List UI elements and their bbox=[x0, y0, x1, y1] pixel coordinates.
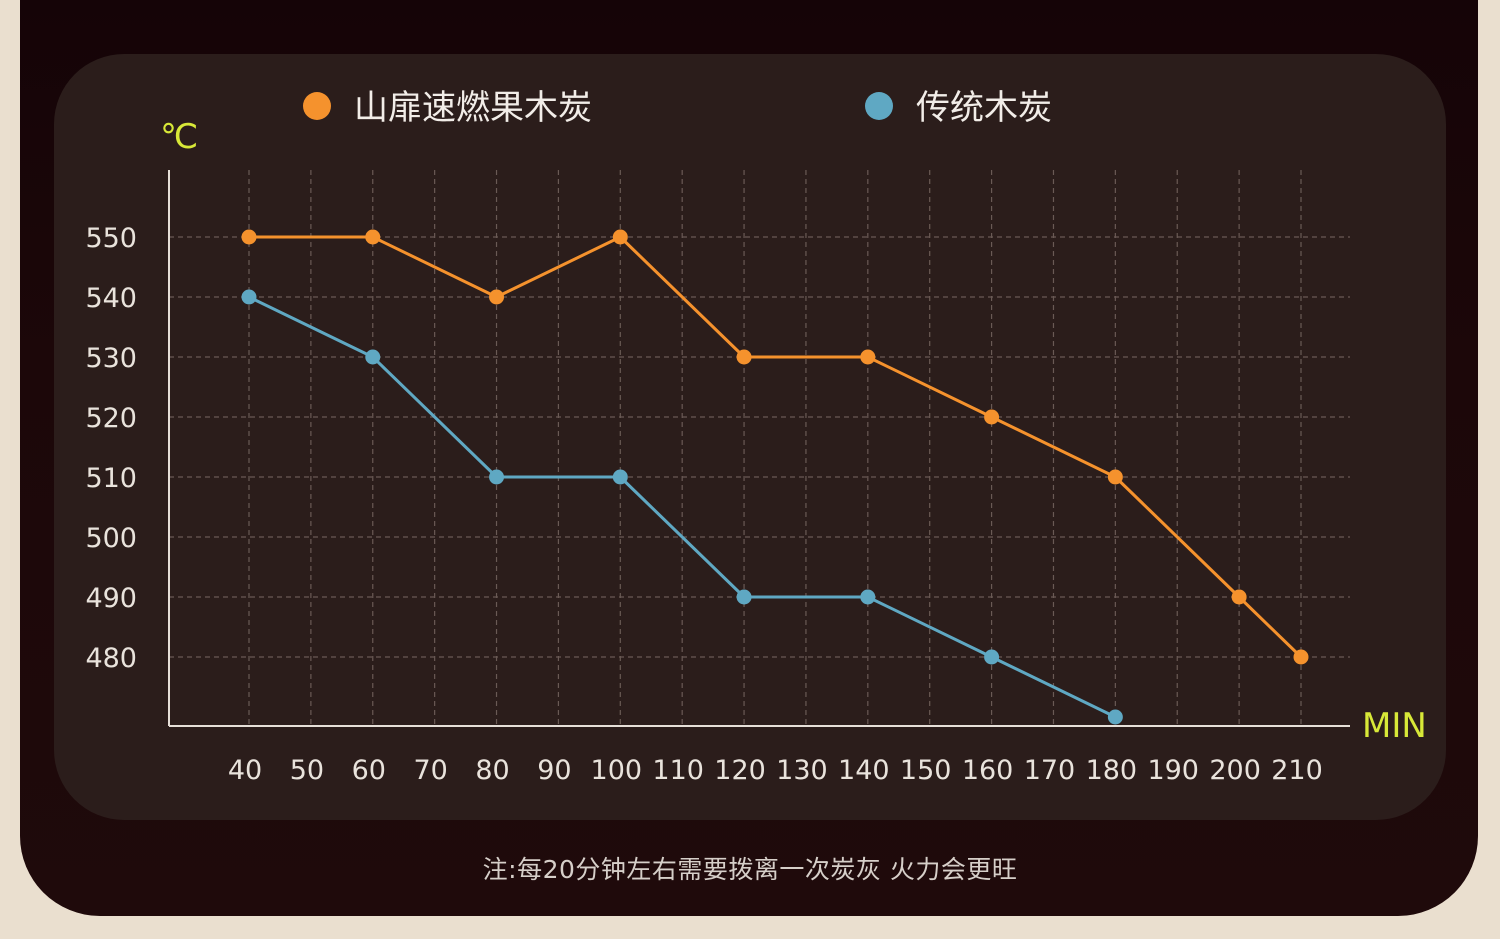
x-tick-label: 70 bbox=[413, 755, 447, 786]
series-line bbox=[248, 295, 1117, 719]
y-tick-label: 520 bbox=[85, 403, 137, 434]
footnote: 注:每20分钟左右需要拨离一次炭灰 火力会更旺 bbox=[482, 855, 1018, 884]
y-tick-label: 530 bbox=[85, 343, 137, 374]
axes bbox=[168, 170, 1350, 727]
x-tick-label: 80 bbox=[475, 755, 509, 786]
x-tick-label: 40 bbox=[228, 755, 262, 786]
grid bbox=[169, 170, 1350, 726]
x-tick-label: 180 bbox=[1086, 755, 1138, 786]
x-tick-label: 130 bbox=[776, 755, 828, 786]
data-point bbox=[365, 229, 381, 245]
y-tick-label: 550 bbox=[85, 223, 137, 254]
x-tick-label: 200 bbox=[1209, 755, 1261, 786]
x-tick-label: 170 bbox=[1024, 755, 1076, 786]
x-tick-label: 90 bbox=[537, 755, 571, 786]
y-tick-label: 500 bbox=[85, 523, 137, 554]
x-tick-label: 150 bbox=[900, 755, 952, 786]
data-point bbox=[1107, 709, 1123, 725]
x-tick-label: 100 bbox=[591, 755, 643, 786]
data-point bbox=[241, 229, 257, 245]
data-point bbox=[489, 289, 505, 305]
data-point bbox=[984, 649, 1000, 665]
x-axis-label: MIN bbox=[1362, 706, 1427, 746]
chart-panel bbox=[54, 54, 1446, 820]
legend-marker bbox=[303, 92, 331, 120]
y-tick-label: 540 bbox=[85, 283, 137, 314]
y-axis-label: ℃ bbox=[160, 117, 198, 157]
data-point bbox=[612, 229, 628, 245]
data-point bbox=[489, 469, 505, 485]
series-lines bbox=[241, 229, 1309, 725]
data-point bbox=[984, 409, 1000, 425]
data-point bbox=[1107, 469, 1123, 485]
x-tick-label: 120 bbox=[714, 755, 766, 786]
data-point bbox=[736, 589, 752, 605]
y-tick-label: 490 bbox=[85, 583, 137, 614]
data-point bbox=[612, 469, 628, 485]
legend: 山扉速燃果木炭 传统木炭 bbox=[303, 88, 1052, 128]
legend-label: 传统木炭 bbox=[916, 88, 1052, 128]
legend-marker bbox=[865, 92, 893, 120]
x-tick-label: 60 bbox=[352, 755, 386, 786]
series-line bbox=[249, 235, 1303, 659]
data-point bbox=[860, 589, 876, 605]
x-tick-label: 50 bbox=[290, 755, 324, 786]
x-tick-label: 160 bbox=[962, 755, 1014, 786]
x-tick-label: 210 bbox=[1271, 755, 1323, 786]
x-tick-labels: 40 50 60 70 80 90 100 110 120 130 140 150 160 170 180 1… bbox=[228, 755, 1323, 786]
legend-label: 山扉速燃果木炭 bbox=[354, 88, 592, 128]
data-point bbox=[1231, 589, 1247, 605]
x-tick-label: 140 bbox=[838, 755, 890, 786]
data-point bbox=[241, 289, 257, 305]
data-point bbox=[736, 349, 752, 365]
y-tick-label: 510 bbox=[85, 463, 137, 494]
y-tick-labels: 480 490 500 510 520 530 540 550 bbox=[85, 223, 137, 674]
data-point bbox=[365, 349, 381, 365]
data-point bbox=[1293, 649, 1309, 665]
y-tick-label: 480 bbox=[85, 643, 137, 674]
x-tick-label: 110 bbox=[652, 755, 704, 786]
x-tick-label: 190 bbox=[1147, 755, 1199, 786]
data-point bbox=[860, 349, 876, 365]
